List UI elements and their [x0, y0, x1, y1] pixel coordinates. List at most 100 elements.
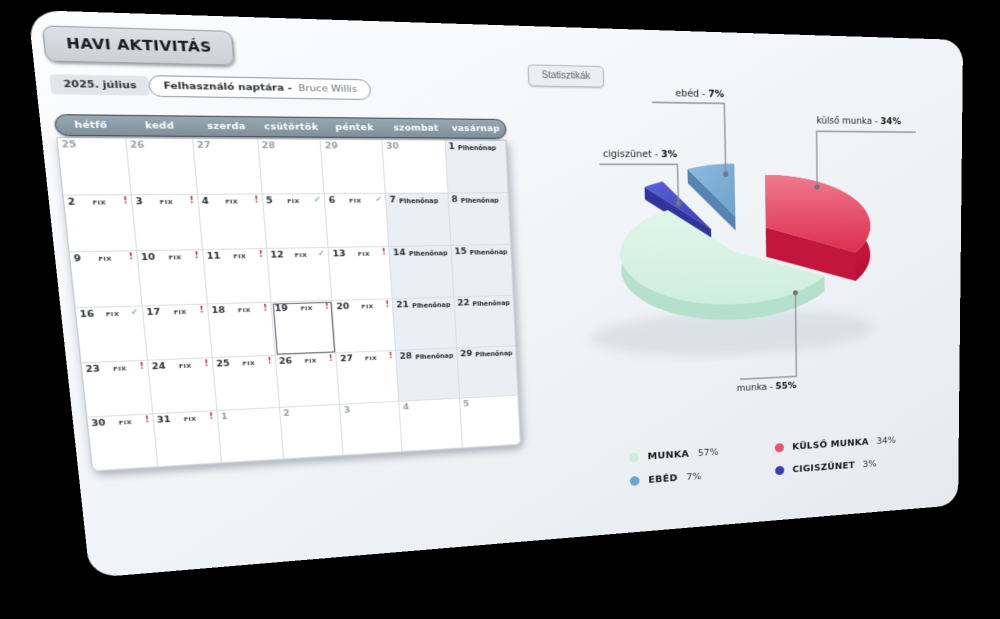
day-header-6: vasárnap	[451, 123, 500, 134]
calendar-day-cell[interactable]: 15 Pihenőnap	[451, 244, 514, 298]
calendar-day-cell[interactable]: 26 FIX!	[275, 353, 341, 408]
day-number: 7	[389, 195, 397, 206]
calendar-day-cell[interactable]: 25	[57, 138, 132, 196]
legend-item-2: EBÉD 7%	[629, 465, 776, 486]
day-number: 30	[90, 418, 107, 430]
calendar-day-cell[interactable]: 31 FIX!	[153, 411, 222, 468]
day-header-1: kedd	[144, 120, 175, 132]
day-number: 29	[324, 141, 339, 152]
calendar-day-cell[interactable]: 9 FIX!	[69, 251, 143, 309]
rest-day-label: Pihenőnap	[469, 248, 508, 257]
fix-badge: FIX	[173, 308, 188, 317]
calendar-day-cell[interactable]: 14 Pihenőnap	[389, 245, 455, 300]
calendar-day-cell[interactable]: 12 FIX ✓	[266, 247, 333, 303]
calendar-day-cell[interactable]: 1 Pihenőnap	[445, 140, 509, 194]
fix-badge: FIX	[364, 355, 378, 363]
calendar-day-cell[interactable]: 6 FIX ✓	[325, 193, 390, 248]
callout-munka-name: munka -	[736, 381, 774, 394]
calendar-day-cell[interactable]: 30 FIX!	[87, 414, 159, 472]
callout-label-ebed: ebéd -7%	[675, 88, 724, 100]
status-warning-icon: !	[199, 305, 205, 316]
calendar-day-cell[interactable]: 8 Pihenőnap	[448, 193, 511, 246]
calendar-day-cell[interactable]: 10 FIX!	[137, 250, 208, 307]
calendar-day-cell[interactable]: 11 FIX!	[202, 248, 272, 305]
status-ok-icon: ✓	[130, 307, 140, 318]
day-number: 27	[339, 354, 354, 365]
calendar-day-cell[interactable]: 1	[217, 407, 284, 464]
calendar-day-cell[interactable]: 7 Pihenőnap	[386, 193, 452, 247]
legend-label: EBÉD	[648, 472, 678, 486]
calendar-day-cell[interactable]: 3 FIX!	[131, 194, 203, 252]
rest-day-label: Pihenőnap	[460, 196, 499, 205]
calendar-day-cell[interactable]: 4 FIX!	[197, 194, 267, 251]
fix-badge: FIX	[112, 365, 127, 373]
pie-slice-munka-top	[619, 208, 825, 308]
day-number: 13	[332, 249, 346, 260]
status-warning-icon: !	[208, 412, 214, 422]
status-warning-icon: !	[144, 415, 150, 426]
fix-badge: FIX	[304, 357, 318, 365]
status-warning-icon: !	[204, 359, 210, 369]
legend-item-3: CIGISZÜNET 3%	[775, 457, 896, 476]
chart-legend: MUNKA 57% KÜLSŐ MUNKA 34% EBÉD 7% CIGISZÜNET 3%	[628, 435, 896, 487]
pie-slice-munka	[619, 208, 825, 324]
fix-badge: FIX	[105, 310, 120, 319]
day-number: 21	[396, 300, 410, 311]
callout-ebed-name: ebéd -	[675, 88, 706, 100]
fix-badge: FIX	[237, 307, 251, 315]
calendar-day-cell[interactable]: 29 Pihenőnap	[456, 346, 519, 399]
status-warning-icon: !	[189, 195, 195, 206]
rest-day-label: Pihenőnap	[415, 351, 454, 361]
calendar-day-cell[interactable]: 26	[126, 138, 198, 196]
day-number: 28	[261, 141, 276, 152]
day-number: 31	[156, 415, 172, 426]
day-number: 11	[206, 251, 221, 262]
rest-day-label: Pihenőnap	[398, 196, 439, 205]
fix-badge: FIX	[224, 198, 239, 206]
calendar-day-cell[interactable]: 17 FIX!	[142, 304, 213, 361]
day-number: 16	[79, 309, 95, 321]
calendar-day-cell[interactable]: 28	[257, 139, 326, 195]
fix-badge: FIX	[361, 303, 374, 311]
month-label: 2025. július	[49, 74, 151, 96]
calendar-day-cell[interactable]: 21 Pihenőnap	[392, 297, 457, 351]
calendar-day-cell[interactable]: 2 FIX!	[63, 195, 138, 253]
calendar-day-cell[interactable]: 28 Pihenőnap	[396, 348, 460, 402]
calendar-day-cell[interactable]: 23 FIX!	[81, 360, 154, 418]
day-header-2: szerda	[206, 121, 247, 132]
calendar-day-cell[interactable]: 19 FIX!	[271, 300, 337, 356]
calendar-day-cell[interactable]: 4	[399, 398, 463, 452]
legend-dot	[629, 475, 640, 486]
user-calendar-badge[interactable]: Felhasználó naptára - Bruce Willis	[147, 75, 372, 101]
calendar-day-cell[interactable]: 18 FIX!	[207, 302, 276, 359]
calendar-day-cell[interactable]: 16 FIX ✓	[75, 306, 148, 364]
calendar-day-cell[interactable]: 30	[382, 140, 449, 194]
calendar-day-cell[interactable]: 5 FIX ✓	[262, 194, 330, 249]
callout-ebed-pct: 7%	[708, 88, 725, 100]
calendar-day-cell[interactable]: 27 FIX!	[336, 350, 400, 405]
page-title: HAVI AKTIVITÁS	[41, 25, 235, 66]
calendar-day-cell[interactable]: 20 FIX!	[332, 299, 397, 354]
calendar-day-cell[interactable]: 5	[459, 395, 521, 449]
status-warning-icon: !	[139, 361, 145, 372]
calendar-day-cell[interactable]: 2	[279, 404, 345, 460]
calendar-day-cell[interactable]: 29	[321, 139, 387, 195]
legend-value: 57%	[697, 446, 719, 459]
status-warning-icon: !	[324, 301, 330, 312]
calendar-day-cell[interactable]: 25 FIX!	[212, 355, 280, 412]
callout-munka-pct: 55%	[775, 380, 797, 392]
fix-badge: FIX	[178, 362, 193, 371]
calendar-day-cell[interactable]: 22 Pihenőnap	[454, 295, 516, 349]
callout-cigi-name: cigiszünet -	[602, 148, 659, 160]
calendar-grid: 25 26 27 28 29 30 1 Pihenőnap 2 FIX! 3 FIX! 4 FIX! 5 FI…	[56, 136, 522, 473]
day-number: 26	[129, 140, 146, 151]
callout-kulso-name: külső munka -	[816, 115, 878, 127]
calendar-day-cell[interactable]: 13 FIX!	[329, 246, 393, 301]
calendar-day-cell[interactable]: 27	[192, 138, 263, 195]
status-warning-icon: !	[381, 247, 387, 258]
fix-badge: FIX	[286, 198, 301, 206]
calendar-day-cell[interactable]: 3	[340, 401, 403, 456]
fix-badge: FIX	[242, 360, 256, 368]
day-number: 30	[385, 141, 400, 152]
calendar-day-cell[interactable]: 24 FIX!	[147, 358, 218, 415]
